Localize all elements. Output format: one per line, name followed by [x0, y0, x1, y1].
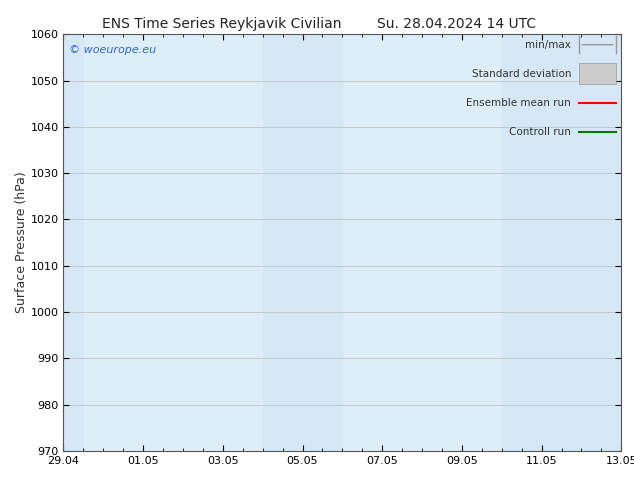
Text: © woeurope.eu: © woeurope.eu	[69, 45, 156, 55]
Text: ENS Time Series Reykjavik Civilian: ENS Time Series Reykjavik Civilian	[102, 17, 342, 31]
Text: Su. 28.04.2024 14 UTC: Su. 28.04.2024 14 UTC	[377, 17, 536, 31]
Text: Controll run: Controll run	[509, 127, 571, 137]
Y-axis label: Surface Pressure (hPa): Surface Pressure (hPa)	[15, 172, 28, 314]
Bar	[579, 63, 616, 84]
Text: min/max: min/max	[525, 40, 571, 49]
Text: Ensemble mean run: Ensemble mean run	[467, 98, 571, 108]
Bar	[63, 34, 83, 451]
Bar	[501, 34, 621, 451]
Text: Standard deviation: Standard deviation	[472, 69, 571, 79]
Bar	[262, 34, 342, 451]
